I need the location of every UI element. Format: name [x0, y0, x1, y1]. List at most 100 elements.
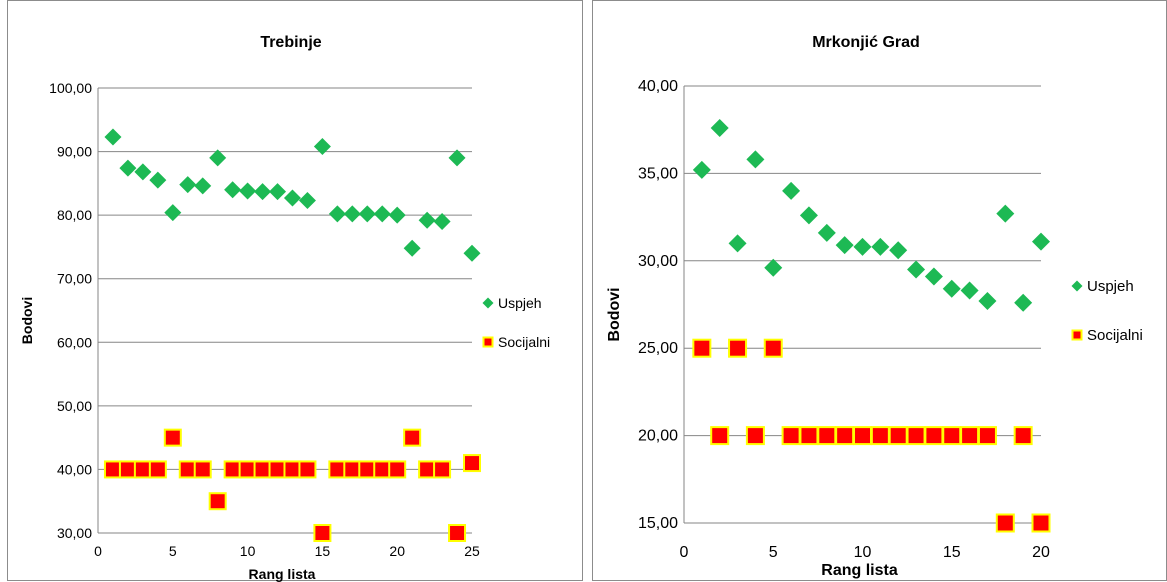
data-point-uspjeh [149, 171, 167, 189]
x-tick-label: 10 [854, 544, 872, 561]
data-point-uspjeh [164, 204, 182, 222]
data-point-socijalni [692, 338, 712, 358]
data-point-socijalni [745, 426, 765, 446]
data-point-uspjeh [924, 267, 943, 286]
data-point-uspjeh [799, 206, 818, 225]
x-tick-label: 15 [315, 543, 331, 559]
y-tick-label: 40,00 [57, 461, 92, 477]
y-tick-label: 100,00 [49, 80, 92, 96]
legend-label-socijalni: Socijalni [498, 334, 550, 350]
x-tick-label: 0 [94, 543, 102, 559]
y-tick-label: 30,00 [57, 525, 92, 541]
data-point-socijalni [888, 426, 908, 446]
data-point-socijalni [253, 460, 272, 479]
data-point-socijalni [463, 454, 481, 473]
data-point-uspjeh [388, 206, 406, 224]
data-point-socijalni [817, 426, 837, 446]
chart-panel-trebinje: Trebinje 30,00 40,00 50,00 60,00 70,00 80,00 90… [7, 0, 583, 582]
data-point-socijalni [148, 460, 167, 479]
data-point-socijalni [238, 460, 257, 479]
x-axis-label: Rang lista [821, 562, 898, 579]
data-point-uspjeh [134, 163, 152, 181]
y-tick-label: 80,00 [57, 207, 92, 223]
data-point-socijalni [193, 460, 212, 479]
data-point-uspjeh [764, 258, 783, 277]
data-point-socijalni [870, 426, 890, 446]
data-point-uspjeh [960, 281, 979, 300]
chart-mrkonjic-grad: Mrkonjić Grad 15,00 20,00 25,00 30,00 35,00 40… [606, 34, 1143, 579]
data-point-uspjeh [728, 234, 747, 253]
x-tick-label: 0 [680, 544, 689, 561]
data-point-uspjeh [403, 239, 421, 257]
data-point-uspjeh [978, 292, 997, 311]
data-point-uspjeh [817, 223, 836, 242]
data-point-socijalni [835, 426, 855, 446]
data-point-socijalni [358, 460, 377, 479]
data-point-socijalni [960, 426, 980, 446]
data-point-uspjeh [104, 128, 122, 146]
data-point-socijalni [343, 460, 362, 479]
data-point-uspjeh [373, 205, 391, 223]
y-tick-label: 70,00 [57, 271, 92, 287]
y-tick-label: 60,00 [57, 334, 92, 350]
data-point-uspjeh [782, 181, 801, 200]
legend-label-socijalni: Socijalni [1087, 327, 1143, 344]
data-point-uspjeh [283, 189, 301, 207]
data-point-socijalni [906, 426, 926, 446]
data-point-socijalni [1013, 426, 1033, 446]
legend-marker-socijalni [482, 336, 494, 348]
y-tick-label: 90,00 [57, 144, 92, 160]
data-point-uspjeh [224, 181, 242, 199]
data-point-uspjeh [418, 211, 436, 229]
x-tick-label: 5 [769, 544, 778, 561]
data-point-uspjeh [298, 192, 316, 210]
y-axis-label: Bodovi [19, 297, 35, 344]
x-axis-label: Rang lista [249, 566, 316, 582]
x-tick-label: 20 [389, 543, 405, 559]
data-point-uspjeh [328, 205, 346, 223]
data-point-socijalni [118, 460, 137, 479]
x-tick-label: 5 [169, 543, 177, 559]
data-point-uspjeh [463, 244, 481, 262]
data-point-socijalni [298, 460, 317, 479]
chart-title: Mrkonjić Grad [812, 34, 920, 51]
legend-marker-uspjeh [482, 297, 494, 309]
data-point-socijalni [433, 460, 452, 479]
legend-marker-socijalni [1071, 329, 1083, 341]
data-point-socijalni [1031, 513, 1051, 533]
data-point-uspjeh [907, 260, 926, 279]
data-point-socijalni [418, 460, 437, 479]
data-point-socijalni [388, 460, 407, 479]
data-point-uspjeh [889, 241, 908, 260]
data-point-uspjeh [254, 183, 272, 201]
data-point-uspjeh [1014, 293, 1033, 312]
x-tick-label: 15 [943, 544, 961, 561]
data-point-socijalni [373, 460, 392, 479]
data-point-uspjeh [710, 118, 729, 137]
data-point-socijalni [853, 426, 872, 446]
data-point-uspjeh [433, 213, 451, 230]
x-tick-label: 20 [1032, 544, 1050, 561]
data-point-uspjeh [209, 149, 227, 167]
data-point-socijalni [178, 460, 197, 479]
data-point-socijalni [799, 426, 819, 446]
data-point-socijalni [328, 460, 347, 479]
y-axis-label: Bodovi [606, 287, 623, 341]
data-point-socijalni [977, 426, 997, 446]
data-point-uspjeh [313, 137, 331, 155]
data-point-uspjeh [871, 237, 890, 256]
data-point-socijalni [995, 513, 1015, 533]
data-point-uspjeh [996, 204, 1015, 223]
data-point-uspjeh [692, 160, 711, 179]
data-point-socijalni [763, 338, 783, 358]
legend-marker-uspjeh [1071, 280, 1083, 292]
data-point-socijalni [448, 524, 467, 542]
y-tick-label: 30,00 [638, 253, 678, 270]
data-point-socijalni [283, 460, 302, 479]
chart-title: Trebinje [260, 34, 321, 51]
data-point-uspjeh [119, 159, 137, 177]
y-tick-label: 50,00 [57, 398, 92, 414]
y-tick-label: 40,00 [638, 78, 678, 95]
y-tick-label: 35,00 [638, 165, 678, 182]
data-point-socijalni [710, 426, 730, 446]
